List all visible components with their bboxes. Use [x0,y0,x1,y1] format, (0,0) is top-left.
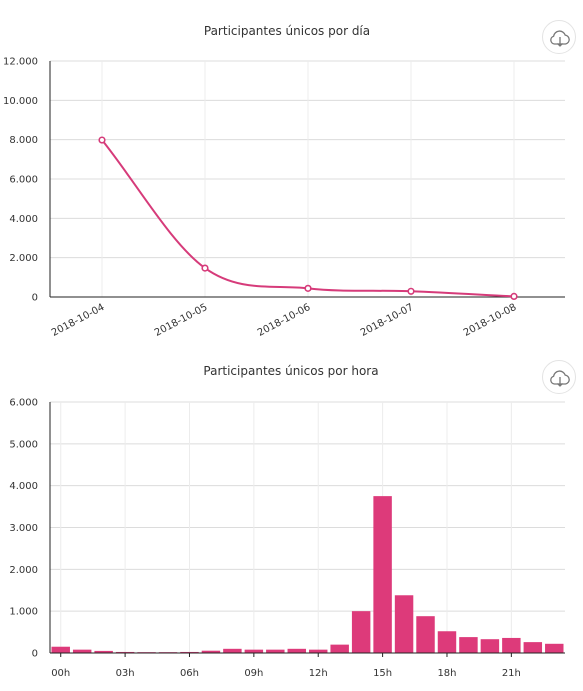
bar [373,496,392,653]
y-tick-label: 4.000 [9,214,38,225]
x-tick-label: 2018-10-05 [153,302,209,339]
y-tick-label: 2.000 [9,565,38,576]
chart-title: Participantes únicos por día [204,24,370,38]
daily-chart-panel: Participantes únicos por día 0 2.000 4.000… [0,0,583,345]
bar [201,650,221,653]
y-tick-label: 12.000 [3,57,38,68]
y-tick-label: 10.000 [3,96,38,107]
x-tick-label: 00h [51,668,70,679]
x-tick-label: 15h [373,668,392,679]
y-tick-label: 4.000 [9,481,38,492]
hourly-bar-chart: Participantes únicos por hora 0 1.000 2.00… [9,364,565,679]
x-tick-label: 12h [309,668,328,679]
y-tick-label: 3.000 [9,523,38,534]
bar [502,637,521,653]
y-tick-label: 6.000 [9,175,38,186]
bar [180,651,199,653]
bar [351,611,371,653]
bar [545,643,564,653]
x-tick-label: 2018-10-07 [359,302,415,339]
bar [72,649,92,653]
bar [115,651,135,653]
bar [266,649,285,653]
download-button[interactable] [542,360,576,394]
data-point [407,287,415,295]
y-tick-label: 8.000 [9,135,38,146]
daily-line-chart: Participantes únicos por día 0 2.000 4.000… [3,24,565,339]
data-point [510,292,518,301]
bar [437,631,457,653]
chart-title: Participantes únicos por hora [203,364,378,378]
x-tick-label: 2018-10-08 [462,302,518,339]
hourly-chart-panel: Participantes únicos por hora 0 1.000 2.00… [0,345,583,687]
y-tick-label: 0 [32,293,38,304]
cloud-download-icon [550,370,570,387]
bar [330,644,349,653]
x-tick-label: 03h [116,668,135,679]
bar [94,650,113,653]
bar [394,595,414,653]
cloud-download-icon [550,30,570,47]
y-tick-label: 5.000 [9,439,38,450]
bar [459,637,478,653]
bar [416,616,435,653]
y-tick-label: 2.000 [9,253,38,264]
download-button[interactable] [542,20,576,54]
y-tick-label: 1.000 [9,607,38,618]
bar [309,649,328,653]
bar [523,642,543,653]
x-tick-label: 2018-10-06 [256,302,312,339]
x-tick-label: 18h [437,668,456,679]
bar [480,639,500,653]
y-tick-label: 0 [32,649,38,660]
bar [223,648,242,653]
x-tick-label: 2018-10-04 [50,302,106,339]
data-point [201,264,209,272]
x-tick-label: 21h [502,668,521,679]
data-point [98,136,106,144]
x-tick-label: 09h [244,668,263,679]
bar [244,649,264,653]
x-tick-label: 06h [180,668,199,679]
bar [51,646,70,653]
bar [287,648,306,653]
y-tick-label: 6.000 [9,398,38,409]
data-point [304,284,312,292]
